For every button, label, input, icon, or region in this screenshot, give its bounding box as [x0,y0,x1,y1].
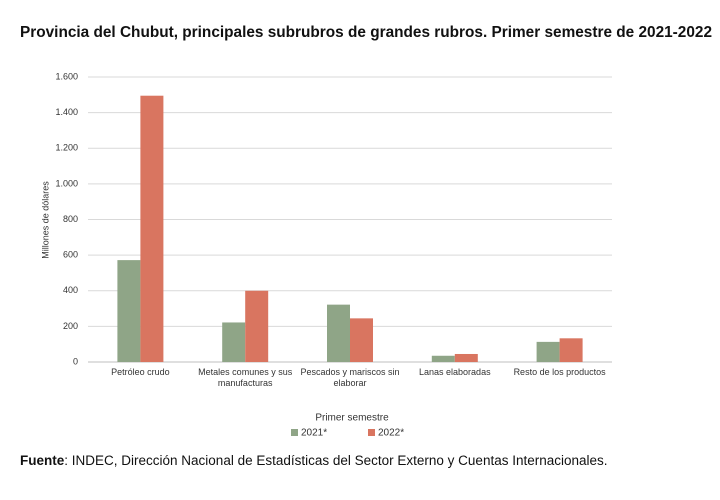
y-tick-label: 1.000 [55,178,78,188]
bar [536,341,560,362]
legend-label: 2022* [378,428,404,439]
bar [350,318,373,362]
y-tick-label: 600 [63,250,78,260]
x-tick-label: Pescados y mariscos sin elaborar [300,367,399,388]
y-tick-label: 1.400 [55,107,78,117]
legend-swatch [368,429,375,436]
y-tick-label: 0 [73,356,78,366]
y-tick-label: 1.200 [55,143,78,153]
legend-title: Primer semestre [315,413,389,424]
bar [559,338,583,362]
y-tick-label: 200 [63,321,78,331]
legend-label: 2021* [301,428,327,439]
x-tick-label: Resto de los productos [514,367,607,377]
legend-swatch [291,429,298,436]
x-tick-label: Petróleo crudo [111,367,170,377]
bar [117,260,141,362]
y-tick-label: 1.600 [55,71,78,81]
x-tick-label: Metales comunes y sus manufacturas [198,367,293,388]
bar [245,290,269,362]
source-text: : INDEC, Dirección Nacional de Estadísti… [64,453,607,468]
bar [327,304,350,362]
y-tick-label: 800 [63,214,78,224]
chart-title: Provincia del Chubut, principales subrub… [20,24,712,41]
bar [222,322,246,362]
x-tick-label: Lanas elaboradas [419,367,491,377]
y-axis-label: Millones de dólares [40,181,50,259]
bar [431,355,455,362]
bar [140,95,164,362]
source: Fuente: INDEC, Dirección Nacional de Est… [20,453,608,468]
y-tick-label: 400 [63,285,78,295]
source-label: Fuente [20,453,65,468]
bar [454,353,478,362]
